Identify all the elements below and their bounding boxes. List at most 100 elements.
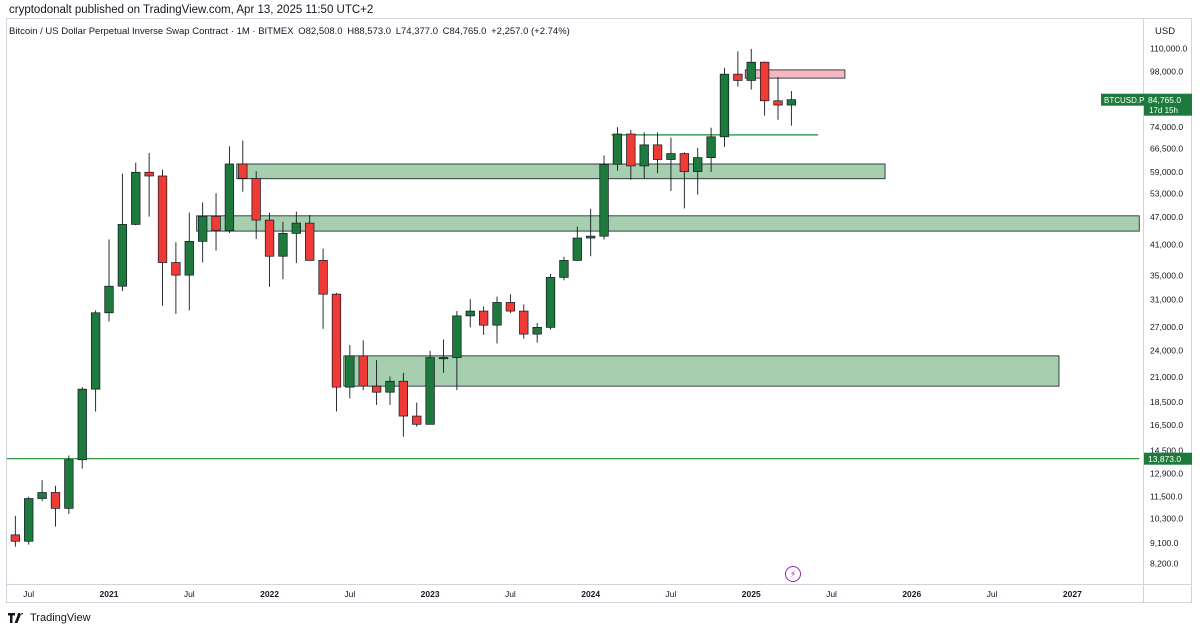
- candle-bear: [264, 219, 275, 257]
- candle-bull: [131, 171, 141, 225]
- candle-bull: [786, 99, 797, 106]
- candle-bear: [50, 492, 61, 509]
- candle-bear: [733, 73, 743, 81]
- y-tick-label: 21,000.0: [1150, 372, 1183, 382]
- candle-bear: [626, 133, 636, 167]
- chart-frame: [6, 18, 1192, 603]
- x-tick-label: Jul: [826, 589, 837, 599]
- x-tick-label: Jul: [344, 589, 355, 599]
- y-tick-label: 31,000.0: [1150, 295, 1183, 305]
- candle-bull: [345, 355, 355, 388]
- x-tick-label: 2027: [1063, 589, 1082, 599]
- candle-bull: [77, 388, 87, 461]
- x-tick-label: 2021: [100, 589, 119, 599]
- candle-bull: [719, 73, 730, 138]
- y-tick-label: 110,000.0: [1150, 44, 1187, 54]
- last-price-label-bg: [1144, 93, 1192, 116]
- candle-bull: [184, 241, 194, 276]
- y-tick-label: 35,000.0: [1150, 271, 1183, 281]
- support-zone: [236, 163, 886, 180]
- y-tick-label: 53,000.0: [1150, 188, 1183, 198]
- candle-bull: [438, 357, 449, 360]
- x-tick-label: 2024: [581, 589, 600, 599]
- legend-symbol[interactable]: Bitcoin / US Dollar Perpetual Inverse Sw…: [9, 26, 294, 37]
- candle-bear: [773, 100, 783, 106]
- y-tick-label: 74,000.0: [1150, 122, 1183, 132]
- currency-label[interactable]: USD: [1155, 26, 1176, 37]
- candle-bull: [90, 312, 101, 390]
- candle-bull: [559, 260, 569, 278]
- y-tick-label: 98,000.0: [1150, 66, 1183, 76]
- candle-bull: [693, 157, 703, 172]
- bolt-icon[interactable]: ⚡: [785, 566, 801, 582]
- candle-bull: [291, 222, 301, 234]
- candle-bear: [211, 215, 221, 232]
- candle-bull: [465, 310, 475, 317]
- candle-bull: [572, 237, 582, 261]
- candle-bull: [545, 277, 556, 328]
- symbol-label: BTCUSD.P: [1104, 96, 1144, 105]
- level-price-label-bg: [1144, 452, 1192, 465]
- legend-change: +2,257.0 (+2.74%): [491, 26, 570, 37]
- candle-bear: [10, 534, 20, 542]
- publisher-line: cryptodonalt published on TradingView.co…: [9, 4, 374, 16]
- candle-bull: [64, 459, 74, 509]
- candle-bear: [398, 380, 409, 417]
- candle-bull: [37, 492, 47, 499]
- price-axis-separator: [1143, 18, 1144, 603]
- candle-bull: [104, 285, 114, 314]
- y-tick-label: 10,300.0: [1150, 513, 1183, 523]
- legend-close: C84,765.0: [442, 26, 487, 37]
- candle-bear: [171, 262, 181, 276]
- candle-bear: [412, 415, 422, 425]
- y-tick-label: 11,500.0: [1150, 491, 1183, 501]
- candle-bull: [532, 327, 542, 335]
- y-tick-label: 16,500.0: [1150, 420, 1183, 430]
- y-tick-label: 66,500.0: [1150, 143, 1183, 153]
- candle-bear: [251, 178, 261, 221]
- candle-bull: [706, 136, 716, 158]
- symbol-label-bg: [1101, 93, 1145, 106]
- x-tick-label: 2025: [742, 589, 761, 599]
- tradingview-footer: TradingView: [8, 612, 91, 624]
- candle-bull: [586, 235, 596, 239]
- candle-bull: [746, 61, 756, 81]
- x-tick-label: Jul: [987, 589, 998, 599]
- candle-bull: [492, 302, 502, 326]
- support-zone: [343, 355, 1060, 387]
- y-tick-label: 14,500.0: [1150, 445, 1183, 455]
- x-tick-label: 2026: [902, 589, 921, 599]
- candle-bull: [224, 163, 235, 232]
- y-tick-label: 8,200.0: [1150, 559, 1179, 569]
- candle-bear: [505, 302, 516, 312]
- y-tick-label: 24,000.0: [1150, 345, 1183, 355]
- legend-low: L74,377.0: [395, 26, 438, 37]
- candle-bear: [238, 163, 248, 179]
- candle-bear: [759, 61, 770, 102]
- support-zone: [196, 215, 1140, 232]
- tradingview-logo-icon: [8, 613, 23, 623]
- candle-bear: [305, 222, 315, 261]
- y-tick-label: 47,000.0: [1150, 212, 1183, 222]
- level-price-label: 13,873.0: [1148, 454, 1181, 464]
- candle-bear: [331, 293, 342, 388]
- candle-bull: [198, 215, 208, 242]
- y-tick-label: 59,000.0: [1150, 167, 1183, 177]
- x-tick-label: 2023: [421, 589, 440, 599]
- x-tick-label: Jul: [23, 589, 34, 599]
- legend-high: H88,573.0: [347, 26, 392, 37]
- last-price-label: 84,765.0: [1148, 95, 1181, 105]
- candle-bear: [318, 260, 328, 295]
- candle-bull: [666, 153, 676, 160]
- candle-bull: [425, 357, 435, 425]
- bar-countdown-label: 17d 15h: [1149, 106, 1178, 115]
- candle-bull: [599, 163, 609, 237]
- y-tick-label: 27,000.0: [1150, 322, 1183, 332]
- candle-bull: [278, 233, 288, 257]
- x-tick-label: Jul: [505, 589, 516, 599]
- footer-brand: TradingView: [30, 612, 91, 624]
- y-tick-label: 9,100.0: [1150, 538, 1179, 548]
- symbol-legend: Bitcoin / US Dollar Perpetual Inverse Sw…: [9, 26, 572, 37]
- candle-bear: [652, 144, 663, 160]
